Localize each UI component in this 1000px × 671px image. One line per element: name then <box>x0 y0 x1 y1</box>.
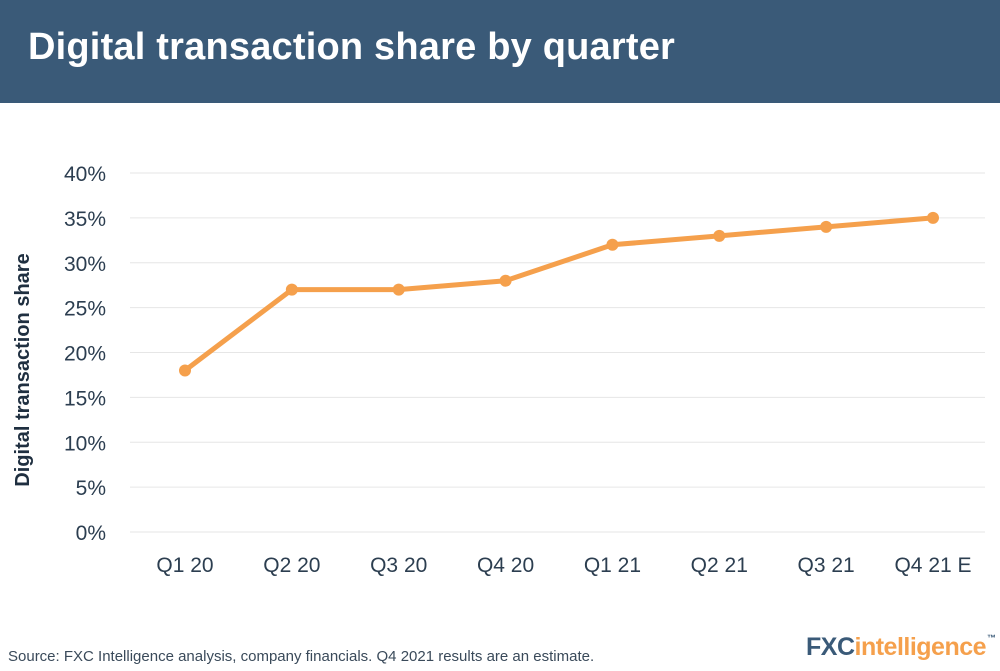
data-point <box>392 283 405 296</box>
logo-text-fxc: FXC <box>806 633 855 661</box>
data-point <box>499 274 512 287</box>
y-axis-ticks: 0% 5% 10% 15% 20% 25% 30% 35% 40% <box>64 163 106 545</box>
logo-trademark: ™ <box>987 633 996 643</box>
y-tick-label: 35% <box>64 208 106 231</box>
y-tick-label: 0% <box>76 522 106 545</box>
series-line <box>182 215 936 373</box>
data-point <box>606 238 619 251</box>
y-tick-label: 15% <box>64 387 106 410</box>
y-tick-label: 25% <box>64 298 106 321</box>
data-point <box>713 229 726 242</box>
grid-lines <box>130 172 985 533</box>
x-tick-label: Q4 20 <box>477 554 534 577</box>
data-point <box>927 211 939 224</box>
chart-title: Digital transaction share by quarter <box>28 26 676 68</box>
x-tick-label: Q2 20 <box>263 554 320 577</box>
data-point <box>179 364 191 377</box>
y-axis-title: Digital transaction share <box>12 253 34 486</box>
x-tick-label: Q1 20 <box>156 554 213 577</box>
x-tick-label: Q4 21 E <box>894 554 971 577</box>
x-axis-ticks: Q1 20 Q2 20 Q3 20 Q4 20 Q1 21 Q2 21 Q3 21 Q4 21… <box>156 554 971 577</box>
logo-text-intelligence: intelligence <box>854 633 987 661</box>
x-tick-label: Q1 21 <box>584 554 641 577</box>
source-note: Source: FXC Intelligence analysis, compa… <box>8 648 595 665</box>
x-tick-label: Q3 20 <box>370 554 427 577</box>
series-points <box>179 211 939 377</box>
data-point <box>820 220 833 233</box>
y-tick-label: 30% <box>64 253 106 276</box>
series-line-path <box>182 215 936 373</box>
fxc-logo: FXCintelligence™ <box>806 633 996 662</box>
x-tick-label: Q3 21 <box>798 554 855 577</box>
y-tick-label: 5% <box>76 477 106 500</box>
y-tick-label: 20% <box>64 343 106 366</box>
data-point <box>285 283 298 296</box>
x-tick-label: Q2 21 <box>691 554 748 577</box>
y-tick-label: 40% <box>64 163 106 186</box>
header-bar: Digital transaction share by quarter <box>0 0 1000 103</box>
y-tick-label: 10% <box>64 432 106 455</box>
